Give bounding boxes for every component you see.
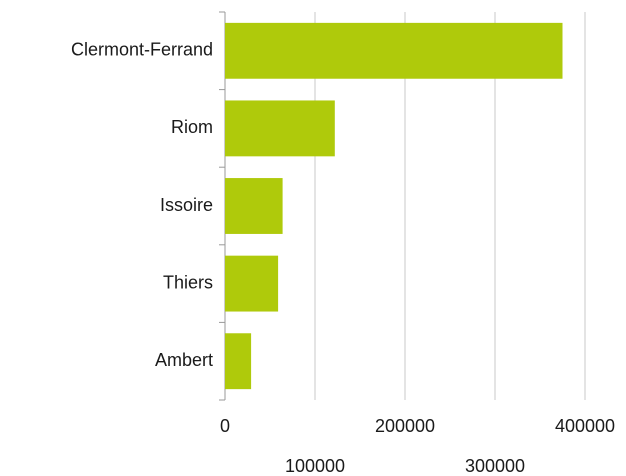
bar [225, 178, 283, 234]
y-tick-label: Riom [171, 117, 213, 137]
y-tick-label: Issoire [160, 195, 213, 215]
x-tick-label: 300000 [465, 456, 525, 476]
bar [225, 100, 335, 157]
y-tick-label: Thiers [163, 272, 213, 292]
x-tick-label: 400000 [555, 416, 615, 436]
bar [225, 22, 563, 79]
y-tick-label: Ambert [155, 350, 213, 370]
x-tick-label: 100000 [285, 456, 345, 476]
x-tick-label: 0 [220, 416, 230, 436]
x-tick-label: 200000 [375, 416, 435, 436]
bar [225, 333, 252, 390]
y-tick-label: Clermont-Ferrand [71, 40, 213, 60]
bar [225, 255, 279, 312]
